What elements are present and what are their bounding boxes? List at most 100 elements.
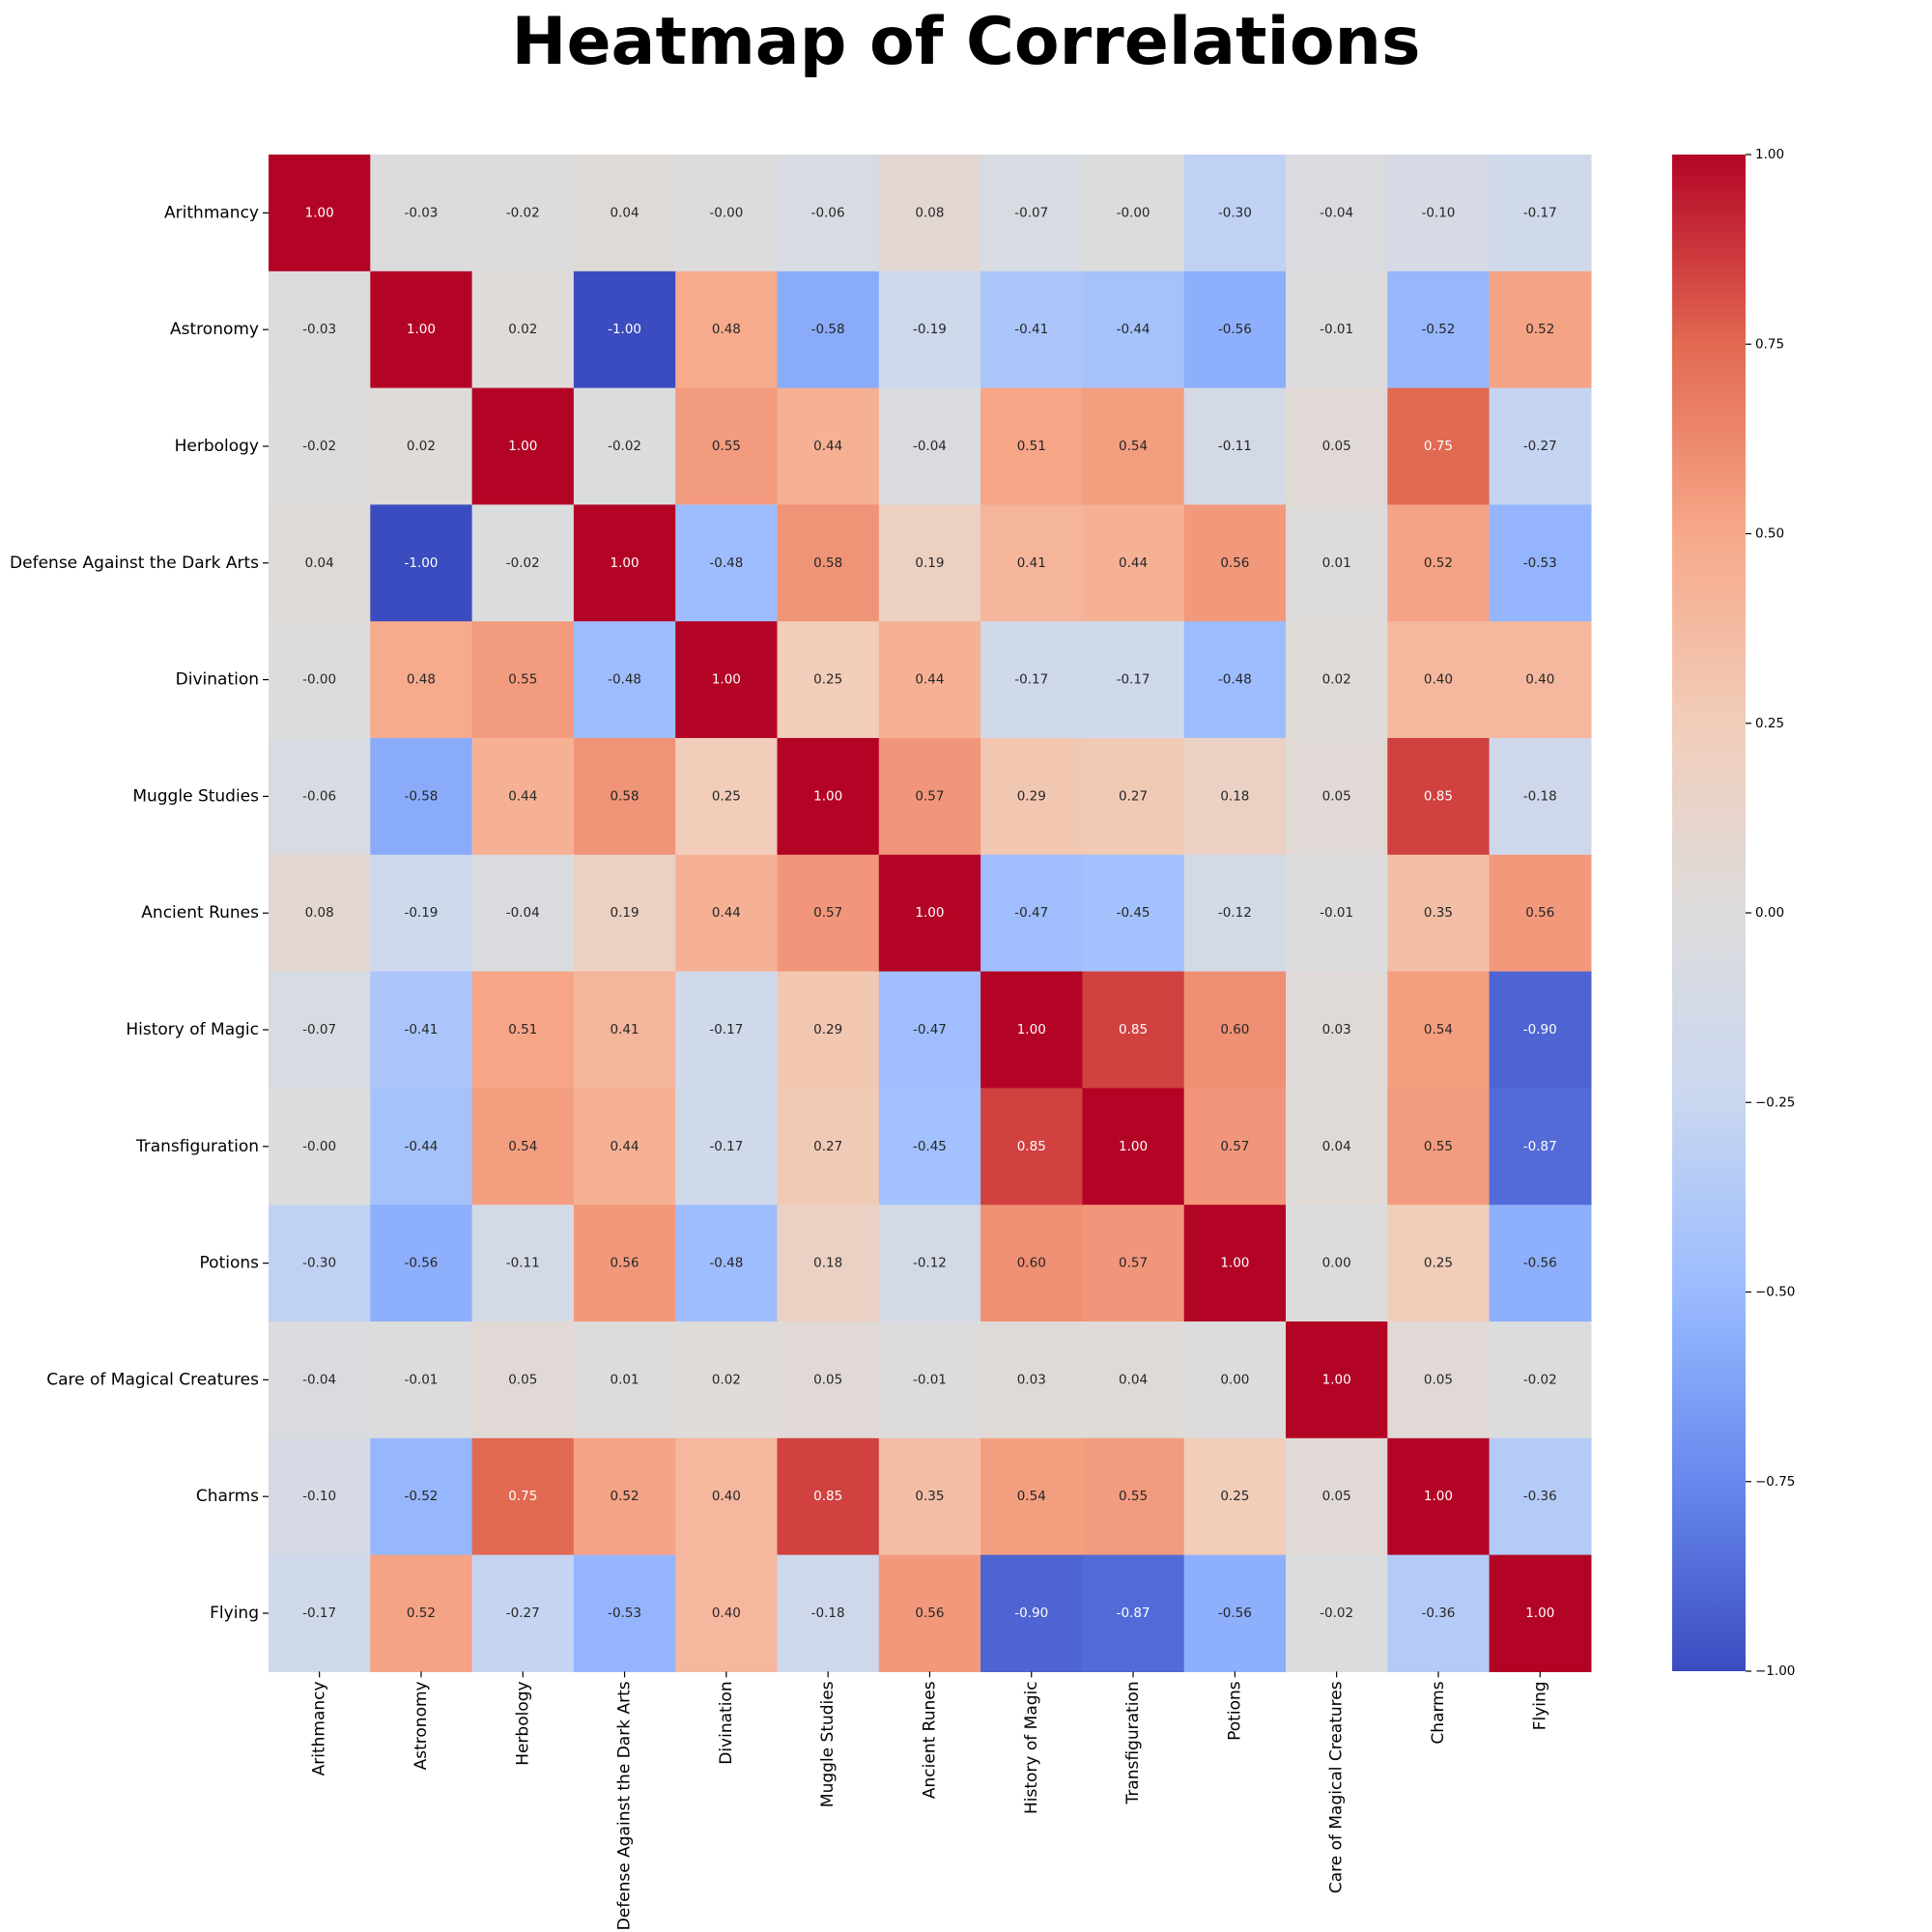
- cell-value-label: 0.55: [1424, 1139, 1453, 1154]
- heatmap-cell: [1082, 155, 1185, 272]
- cell-value-label: -0.17: [709, 1022, 743, 1037]
- cell-value-label: 0.40: [1424, 672, 1453, 688]
- heatmap-cell: [269, 1437, 371, 1556]
- heatmap-cell: [1286, 1437, 1388, 1556]
- heatmap-cell: [878, 1437, 981, 1556]
- cell-value-label: -0.04: [302, 1372, 336, 1387]
- heatmap-cell: [777, 155, 880, 272]
- x-tick-label: Charms: [1429, 1681, 1448, 1744]
- heatmap-cell: [1082, 1554, 1185, 1672]
- heatmap-cell: [1489, 387, 1592, 505]
- heatmap-cell: [878, 621, 981, 739]
- colorbar-tick-label: 0.50: [1755, 526, 1784, 542]
- cell-value-label: -0.56: [1218, 322, 1252, 337]
- cell-value-label: 1.00: [1220, 1256, 1249, 1271]
- heatmap-cell: [1387, 621, 1491, 739]
- heatmap-cell: [675, 621, 779, 739]
- heatmap-cell: [573, 155, 676, 272]
- cell-value-label: -0.36: [1421, 1605, 1455, 1621]
- cell-value-label: -0.02: [1320, 1605, 1353, 1621]
- colorbar-tick-label: 0.00: [1755, 905, 1784, 921]
- heatmap-cell: [777, 1088, 880, 1206]
- heatmap-cell: [1286, 854, 1388, 973]
- heatmap-cell: [471, 854, 575, 973]
- heatmap-cell: [878, 971, 981, 1089]
- heatmap-cell: [1489, 621, 1592, 739]
- heatmap-cell: [573, 1554, 676, 1672]
- cell-value-label: 0.29: [1017, 788, 1046, 804]
- heatmap-cell: [573, 1321, 676, 1439]
- heatmap-cell: [1082, 1088, 1185, 1206]
- heatmap-cell: [370, 854, 473, 973]
- x-tick-label: Divination: [717, 1681, 736, 1764]
- heatmap-cell: [269, 1321, 371, 1439]
- cell-value-label: -0.48: [709, 1256, 743, 1271]
- cell-value-label: -0.06: [811, 205, 845, 220]
- heatmap-cell: [1387, 738, 1491, 856]
- cell-value-label: 1.00: [915, 905, 944, 921]
- heatmap-cell: [370, 971, 473, 1089]
- y-tick-label: Flying: [210, 1604, 259, 1623]
- heatmap-cell: [1387, 854, 1491, 973]
- heatmap-cell: [1387, 971, 1491, 1089]
- heatmap-cell: [269, 738, 371, 856]
- cell-value-label: -0.03: [404, 205, 438, 220]
- cell-value-label: -0.02: [506, 555, 540, 571]
- y-tick-label: Care of Magical Creatures: [46, 1370, 259, 1389]
- heatmap-cell: [1489, 738, 1592, 856]
- heatmap-cell: [471, 1554, 575, 1672]
- heatmap-cell: [1489, 504, 1592, 622]
- heatmap-cell: [1489, 1437, 1592, 1556]
- cell-value-label: 0.40: [712, 1489, 741, 1504]
- cell-value-label: -0.11: [1218, 439, 1252, 454]
- cell-value-label: -0.17: [1014, 672, 1048, 688]
- heatmap-cell: [269, 621, 371, 739]
- heatmap-cell: [675, 1205, 779, 1322]
- cell-value-label: 0.41: [1017, 555, 1046, 571]
- cell-value-label: 0.44: [611, 1139, 639, 1154]
- cell-value-label: -0.07: [1014, 205, 1048, 220]
- heatmap-cell: [573, 387, 676, 505]
- heatmap-cell: [1183, 1088, 1287, 1206]
- heatmap-cell: [675, 1321, 779, 1439]
- cell-value-label: 0.57: [915, 788, 944, 804]
- x-tick-label: Flying: [1530, 1681, 1549, 1730]
- cell-value-label: 0.05: [1322, 439, 1351, 454]
- cell-value-label: 0.75: [508, 1489, 537, 1504]
- heatmap-cell: [1489, 270, 1592, 389]
- heatmap-cell: [675, 1437, 779, 1556]
- heatmap-cell: [1082, 387, 1185, 505]
- colorbar-tick-label: −0.75: [1755, 1474, 1795, 1490]
- heatmap-cell: [1286, 738, 1388, 856]
- cell-value-label: 0.52: [407, 1605, 436, 1621]
- cell-value-label: 0.44: [813, 439, 842, 454]
- heatmap-cell: [1286, 1321, 1388, 1439]
- heatmap-cell: [980, 738, 1083, 856]
- cell-value-label: 0.48: [407, 672, 436, 688]
- heatmap-cell: [1183, 971, 1287, 1089]
- cell-value-label: 0.08: [305, 905, 334, 921]
- cell-value-label: 0.35: [1424, 905, 1453, 921]
- cell-value-label: 0.52: [1525, 322, 1554, 337]
- colorbar-tick-label: −0.25: [1755, 1094, 1795, 1110]
- heatmap-cell: [1387, 270, 1491, 389]
- cell-value-label: -0.48: [608, 672, 641, 688]
- heatmap-cell: [675, 854, 779, 973]
- heatmap-cell: [471, 155, 575, 272]
- heatmap-cell: [370, 738, 473, 856]
- heatmap-cells: [269, 155, 1592, 1672]
- heatmap-cell: [370, 1205, 473, 1322]
- heatmap-cell: [370, 1554, 473, 1672]
- heatmap-cell: [471, 971, 575, 1089]
- cell-value-label: 0.54: [1119, 439, 1148, 454]
- cell-value-label: 0.27: [813, 1139, 842, 1154]
- cell-value-label: -0.01: [1320, 322, 1353, 337]
- cell-value-label: 0.05: [508, 1372, 537, 1387]
- heatmap-cell: [370, 387, 473, 505]
- cell-value-label: -0.02: [1523, 1372, 1557, 1387]
- cell-value-label: 0.04: [305, 555, 334, 571]
- heatmap-cell: [1286, 1554, 1388, 1672]
- cell-value-label: -0.30: [302, 1256, 336, 1271]
- cell-value-label: -1.00: [404, 555, 438, 571]
